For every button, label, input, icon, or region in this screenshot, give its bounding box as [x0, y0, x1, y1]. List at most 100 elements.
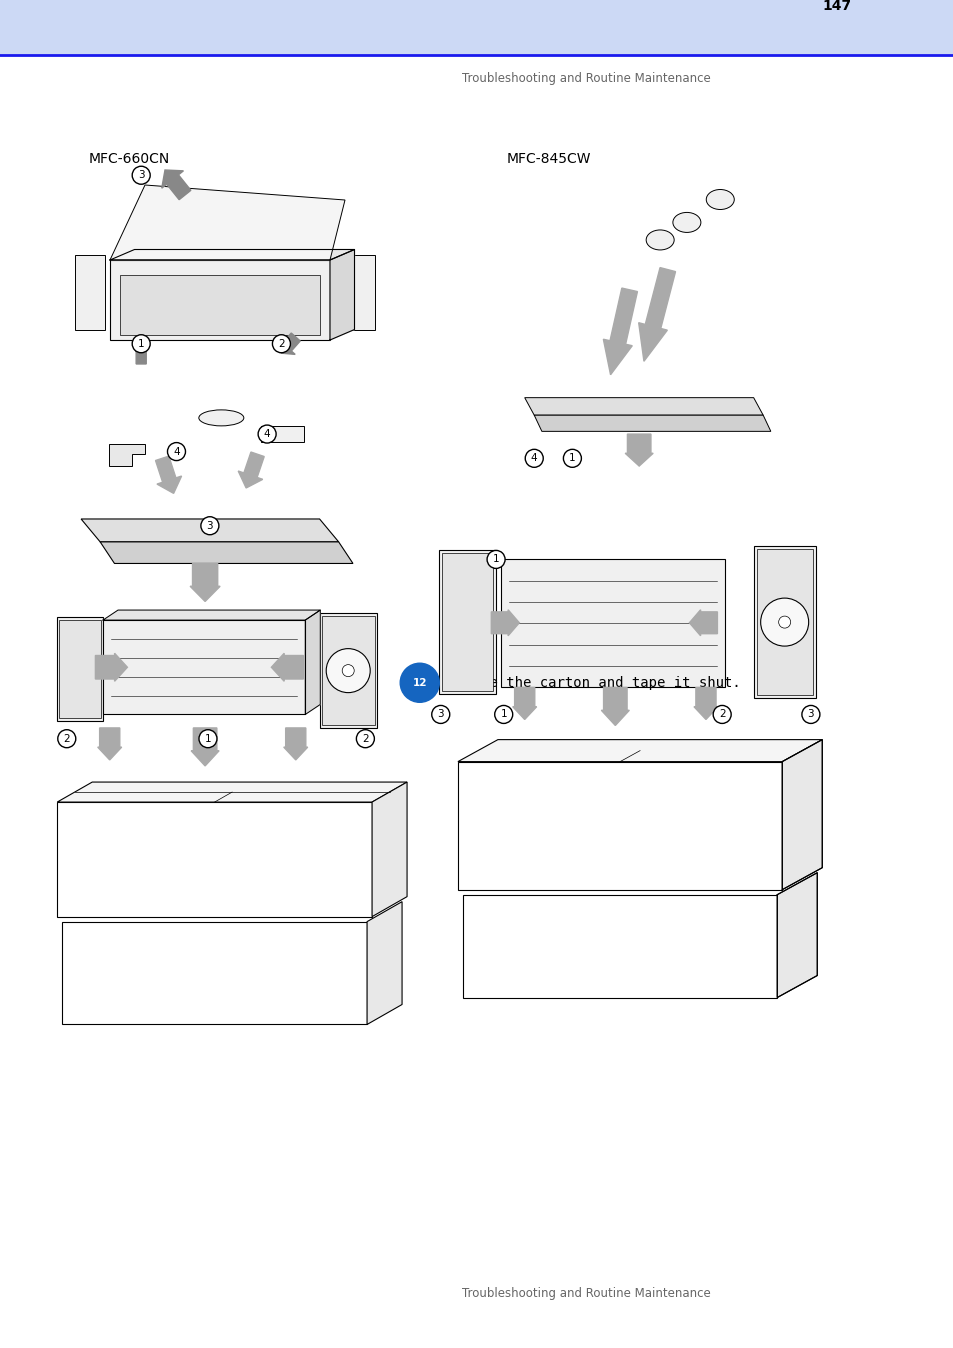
Polygon shape: [57, 802, 372, 917]
Polygon shape: [512, 687, 537, 720]
Ellipse shape: [645, 231, 674, 249]
Circle shape: [525, 449, 542, 468]
Polygon shape: [261, 426, 304, 442]
Polygon shape: [103, 611, 320, 620]
Polygon shape: [95, 654, 128, 681]
Polygon shape: [330, 249, 355, 340]
Polygon shape: [534, 415, 770, 431]
Text: 2: 2: [278, 338, 284, 349]
Polygon shape: [624, 434, 653, 466]
Polygon shape: [500, 559, 724, 687]
Ellipse shape: [672, 213, 700, 232]
Polygon shape: [781, 740, 821, 890]
Text: 1: 1: [205, 733, 211, 744]
Polygon shape: [59, 620, 101, 718]
Polygon shape: [103, 620, 305, 714]
Text: Close the carton and tape it shut.: Close the carton and tape it shut.: [456, 675, 740, 690]
Text: 1: 1: [500, 709, 506, 720]
Polygon shape: [438, 550, 496, 694]
Polygon shape: [753, 546, 815, 698]
Ellipse shape: [705, 190, 734, 209]
Bar: [110, 260, 330, 340]
Circle shape: [487, 550, 504, 569]
Polygon shape: [109, 443, 145, 465]
Polygon shape: [120, 275, 319, 336]
Polygon shape: [457, 740, 821, 762]
Polygon shape: [190, 563, 220, 601]
Text: 4: 4: [531, 453, 537, 464]
Text: MFC-660CN: MFC-660CN: [88, 152, 170, 166]
Circle shape: [273, 334, 290, 353]
Polygon shape: [372, 782, 407, 917]
Circle shape: [801, 705, 819, 724]
Polygon shape: [756, 549, 812, 696]
Circle shape: [760, 599, 808, 646]
Text: 2: 2: [64, 733, 70, 744]
Polygon shape: [62, 922, 367, 1024]
Polygon shape: [271, 654, 303, 681]
Circle shape: [400, 663, 438, 702]
Circle shape: [495, 705, 512, 724]
Text: 2: 2: [719, 709, 724, 720]
Text: 1: 1: [569, 453, 575, 464]
Text: 4: 4: [264, 429, 270, 439]
Ellipse shape: [198, 410, 244, 426]
Circle shape: [432, 705, 449, 724]
Circle shape: [326, 648, 370, 693]
Polygon shape: [283, 728, 308, 760]
Polygon shape: [97, 728, 122, 760]
Bar: [0, 0, 953, 55]
Circle shape: [713, 705, 730, 724]
Circle shape: [58, 729, 75, 748]
Circle shape: [258, 425, 275, 443]
Text: MFC-845CW: MFC-845CW: [506, 152, 590, 166]
Polygon shape: [238, 452, 264, 488]
Polygon shape: [524, 398, 762, 415]
Text: 3: 3: [207, 520, 213, 531]
Polygon shape: [777, 872, 817, 998]
Polygon shape: [319, 613, 376, 728]
Polygon shape: [155, 456, 181, 493]
Circle shape: [132, 166, 150, 185]
Circle shape: [342, 665, 354, 677]
Circle shape: [168, 442, 185, 461]
Polygon shape: [57, 782, 407, 802]
Polygon shape: [441, 553, 493, 692]
Text: 4: 4: [173, 446, 179, 457]
Polygon shape: [638, 268, 675, 361]
Polygon shape: [321, 616, 375, 725]
Text: 147: 147: [821, 0, 850, 12]
Polygon shape: [693, 687, 718, 720]
Circle shape: [201, 516, 218, 535]
Polygon shape: [457, 762, 781, 890]
Text: 1: 1: [138, 338, 144, 349]
Bar: [103, 620, 305, 714]
Polygon shape: [135, 342, 147, 364]
Text: 3: 3: [437, 709, 443, 720]
Polygon shape: [278, 333, 300, 355]
Polygon shape: [81, 519, 338, 542]
Circle shape: [132, 334, 150, 353]
Polygon shape: [689, 609, 717, 636]
Text: 3: 3: [807, 709, 813, 720]
Polygon shape: [57, 617, 103, 721]
Text: 2: 2: [362, 733, 368, 744]
Circle shape: [199, 729, 216, 748]
Text: Troubleshooting and Routine Maintenance: Troubleshooting and Routine Maintenance: [462, 1287, 710, 1299]
Polygon shape: [462, 895, 777, 998]
Circle shape: [778, 616, 790, 628]
Polygon shape: [191, 728, 219, 766]
Text: 12: 12: [412, 678, 427, 687]
Polygon shape: [600, 687, 629, 725]
Text: Troubleshooting and Routine Maintenance: Troubleshooting and Routine Maintenance: [462, 71, 710, 85]
Text: 1: 1: [493, 554, 498, 565]
Polygon shape: [110, 249, 355, 260]
Circle shape: [356, 729, 374, 748]
Text: 3: 3: [138, 170, 144, 181]
Bar: [863, 3, 953, 32]
Polygon shape: [602, 288, 637, 375]
Polygon shape: [162, 170, 191, 200]
Polygon shape: [305, 611, 320, 714]
Polygon shape: [75, 255, 105, 330]
Polygon shape: [110, 185, 345, 260]
